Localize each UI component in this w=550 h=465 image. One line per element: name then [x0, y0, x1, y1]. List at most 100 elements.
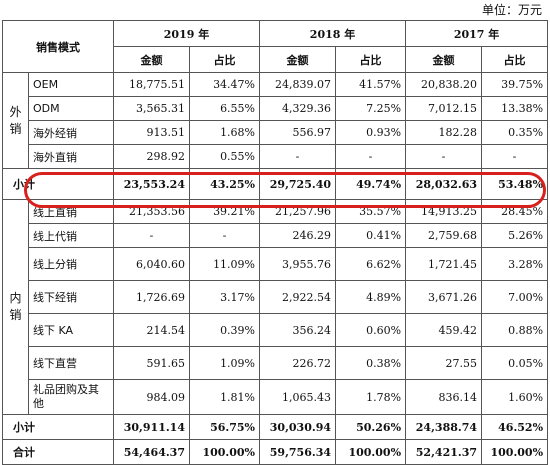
cell-value: 3.28%	[481, 247, 549, 281]
cell-value: 30,030.94	[259, 414, 337, 440]
table-row: 内销 线上直销 21,353.56 39.21% 21,257.96 35.57…	[2, 199, 549, 415]
cell-value: 39.75%	[481, 72, 549, 97]
row-label: OEM	[28, 72, 114, 97]
cell-value: 7,012.15	[405, 96, 483, 121]
cell-value: 836.14	[405, 379, 483, 415]
table-row: 线下 KA 214.54 0.39% 356.24 0.60% 459.42 0…	[3, 313, 549, 347]
cell-value: 3,671.26	[405, 280, 483, 314]
row-label: 礼品团购及其他	[28, 379, 114, 415]
cell-value: 1.68%	[188, 120, 261, 145]
cell-value: 246.29	[259, 223, 337, 248]
table-row: 线上分销 6,040.60 11.09% 3,955.76 6.62% 1,72…	[3, 247, 549, 281]
cell-value: 3,955.76	[259, 247, 337, 281]
cell-value: 0.35%	[481, 120, 549, 145]
cell-value: 46.52%	[481, 414, 549, 440]
cell-value: 0.38%	[335, 346, 407, 380]
cell-value: 100.00%	[188, 439, 261, 465]
row-label: 合计	[2, 439, 114, 465]
cell-value: 1.81%	[188, 379, 261, 415]
cell-value: 226.72	[259, 346, 337, 380]
table-row: 海外直销 298.92 0.55% - - - -	[3, 144, 549, 169]
cell-value: 1,065.43	[259, 379, 337, 415]
cell-value: -	[405, 144, 483, 169]
cell-value: 0.93%	[335, 120, 407, 145]
cell-value: 28,032.63	[405, 168, 483, 200]
unit-label: 单位：万元	[481, 3, 542, 17]
cell-value: 30,911.14	[113, 414, 190, 440]
group-label-overseas: 外销	[2, 72, 29, 169]
table-row: ODM 3,565.31 6.55% 4,329.36 7.25% 7,012.…	[3, 96, 549, 121]
cell-value: 1,721.45	[405, 247, 483, 281]
row-label: 小计	[2, 414, 114, 440]
cell-value: 11.09%	[188, 247, 261, 281]
cell-value: 35.57%	[335, 199, 407, 224]
cell-value: 100.00%	[481, 439, 549, 465]
row-label: 小计	[2, 168, 114, 200]
sales-mode-table: 销售模式 2019 年 2018 年 2017 年 金额 占比 金额 占比 金额…	[2, 20, 549, 465]
cell-value: 4,329.36	[259, 96, 337, 121]
cell-value: 56.75%	[188, 414, 261, 440]
cell-value: -	[259, 144, 337, 169]
header-ratio: 占比	[335, 46, 407, 73]
header-year-2017: 2017 年	[405, 20, 549, 47]
group-label-domestic: 内销	[2, 199, 29, 415]
cell-value: 50.26%	[335, 414, 407, 440]
row-label: 线下 KA	[28, 313, 114, 347]
header-sales-mode: 销售模式	[2, 20, 114, 73]
cell-value: 7.25%	[335, 96, 407, 121]
cell-value: 214.54	[113, 313, 190, 347]
row-label: 线上代销	[28, 223, 114, 248]
cell-value: 913.51	[113, 120, 190, 145]
table-row: 外销 OEM 18,775.51 34.47% 24,839.07 41.57%…	[2, 72, 549, 169]
cell-value: 2,759.68	[405, 223, 483, 248]
cell-value: 100.00%	[335, 439, 407, 465]
row-label: 海外直销	[28, 144, 114, 169]
cell-value: 23,553.24	[113, 168, 190, 200]
cell-value: 52,421.37	[405, 439, 483, 465]
table-row: 线上代销 - - 246.29 0.41% 2,759.68 5.26%	[3, 223, 549, 248]
header-ratio: 占比	[481, 46, 549, 73]
cell-value: 0.05%	[481, 346, 549, 380]
cell-value: 1.60%	[481, 379, 549, 415]
cell-value: 556.97	[259, 120, 337, 145]
cell-value: 6,040.60	[113, 247, 190, 281]
header-year-2019: 2019 年	[112, 20, 261, 47]
cell-value: 14,913.25	[405, 199, 483, 224]
cell-value: -	[481, 144, 549, 169]
cell-value: 182.28	[405, 120, 483, 145]
cell-value: 18,775.51	[113, 72, 190, 97]
cell-value: 41.57%	[335, 72, 407, 97]
cell-value: 13.38%	[481, 96, 549, 121]
cell-value: 1.09%	[188, 346, 261, 380]
cell-value: 4.89%	[335, 280, 407, 314]
subtotal-row-overseas: 小计 23,553.24 43.25% 29,725.40 49.74% 28,…	[2, 168, 549, 200]
cell-value: 39.21%	[188, 199, 261, 224]
cell-value: 6.62%	[335, 247, 407, 281]
cell-value: 591.65	[113, 346, 190, 380]
cell-value: 298.92	[113, 144, 190, 169]
table-row: 线下经销 1,726.69 3.17% 2,922.54 4.89% 3,671…	[3, 280, 549, 314]
cell-value: 0.41%	[335, 223, 407, 248]
table-row: 礼品团购及其他 984.09 1.81% 1,065.43 1.78% 836.…	[3, 379, 549, 415]
cell-value: -	[188, 223, 261, 248]
cell-value: 0.55%	[188, 144, 261, 169]
cell-value: 43.25%	[188, 168, 261, 200]
cell-value: 2,922.54	[259, 280, 337, 314]
cell-value: 0.88%	[481, 313, 549, 347]
cell-value: 984.09	[113, 379, 190, 415]
cell-value: 356.24	[259, 313, 337, 347]
cell-value: 5.26%	[481, 223, 549, 248]
subtotal-row-domestic: 小计 30,911.14 56.75% 30,030.94 50.26% 24,…	[2, 414, 549, 440]
table-row: 海外经销 913.51 1.68% 556.97 0.93% 182.28 0.…	[3, 120, 549, 145]
cell-value: -	[335, 144, 407, 169]
total-row: 合计 54,464.37 100.00% 59,756.34 100.00% 5…	[2, 439, 549, 465]
cell-value: 24,839.07	[259, 72, 337, 97]
header-amount: 金额	[113, 46, 190, 73]
row-label: 线下经销	[28, 280, 114, 314]
cell-value: 20,838.20	[405, 72, 483, 97]
cell-value: 7.00%	[481, 280, 549, 314]
cell-value: 6.55%	[188, 96, 261, 121]
cell-value: 27.55	[405, 346, 483, 380]
cell-value: 59,756.34	[259, 439, 337, 465]
row-label: 线上分销	[28, 247, 114, 281]
